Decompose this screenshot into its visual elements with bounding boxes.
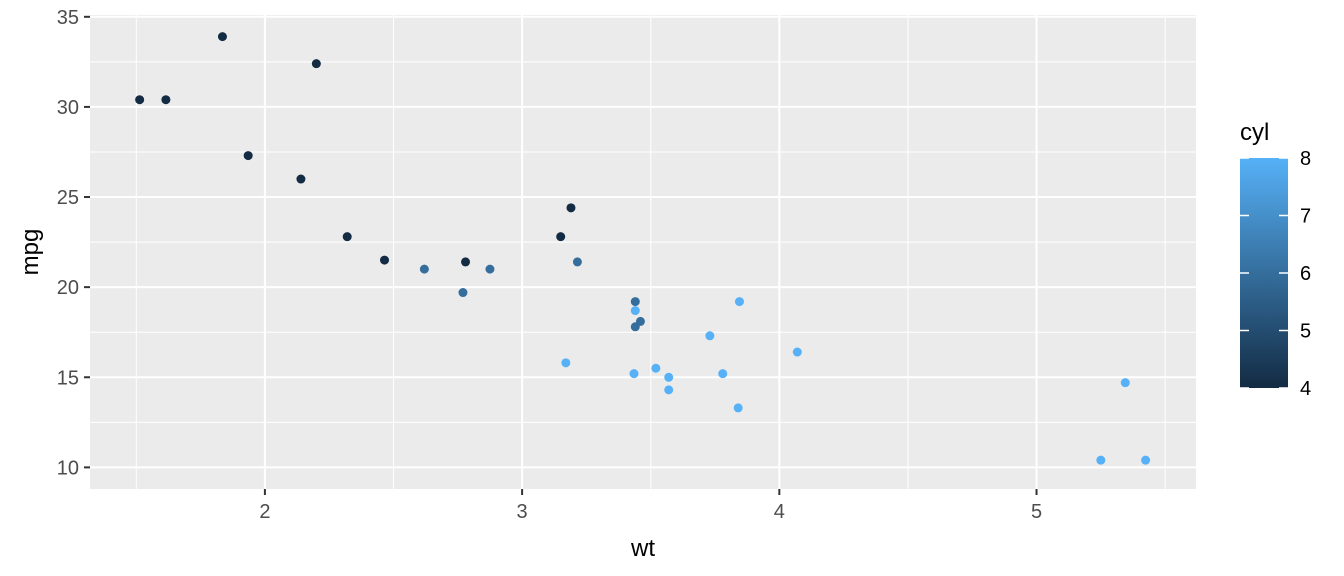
data-point <box>651 363 661 373</box>
data-point <box>561 358 571 368</box>
grid-major <box>90 15 1196 489</box>
data-point <box>556 232 566 242</box>
legend-label: 7 <box>1300 206 1311 228</box>
y-axis: 10 15 20 25 30 35 <box>57 7 90 479</box>
y-tick-label: 35 <box>57 7 79 29</box>
data-point <box>458 288 468 298</box>
plot-panel <box>90 15 1196 489</box>
data-point <box>572 257 582 267</box>
legend: cyl 4 5 6 7 8 <box>1240 119 1311 400</box>
data-point <box>485 264 495 274</box>
data-point <box>664 372 674 382</box>
y-tick-label: 10 <box>57 457 79 479</box>
data-point <box>311 59 321 69</box>
grid-minor <box>90 15 1196 489</box>
x-tick-label: 3 <box>517 501 528 523</box>
data-point <box>217 32 227 42</box>
x-tick-label: 2 <box>259 501 270 523</box>
data-point <box>664 385 674 395</box>
y-axis-title: mpg <box>17 229 44 276</box>
x-tick-label: 5 <box>1031 501 1042 523</box>
data-point <box>161 95 171 105</box>
data-point <box>629 369 639 379</box>
legend-label: 4 <box>1300 378 1311 400</box>
legend-label: 5 <box>1300 321 1311 343</box>
data-point <box>734 297 744 307</box>
data-point <box>630 322 640 332</box>
data-point <box>630 297 640 307</box>
data-point <box>705 331 715 341</box>
data-point <box>630 306 640 316</box>
data-point <box>566 203 576 213</box>
y-tick-label: 30 <box>57 97 79 119</box>
y-tick-label: 15 <box>57 367 79 389</box>
data-point <box>419 264 429 274</box>
data-point <box>792 347 802 357</box>
y-tick-label: 25 <box>57 187 79 209</box>
data-point <box>718 369 728 379</box>
data-point <box>135 95 145 105</box>
x-axis: 2 3 4 5 <box>259 489 1042 523</box>
legend-title: cyl <box>1240 119 1269 146</box>
x-tick-label: 4 <box>774 501 785 523</box>
data-point <box>461 257 471 267</box>
data-point <box>733 403 743 413</box>
legend-label: 8 <box>1300 148 1311 170</box>
data-point <box>1141 455 1151 465</box>
legend-ticks: 4 5 6 7 8 <box>1240 148 1311 400</box>
x-axis-title: wt <box>630 535 655 562</box>
y-tick-label: 20 <box>57 277 79 299</box>
data-point <box>380 255 390 265</box>
data-point <box>342 232 352 242</box>
legend-label: 6 <box>1300 263 1311 285</box>
data-point <box>1096 455 1106 465</box>
data-point <box>1120 378 1130 388</box>
data-point <box>243 151 253 161</box>
data-points <box>135 32 1151 465</box>
data-point <box>296 174 306 184</box>
